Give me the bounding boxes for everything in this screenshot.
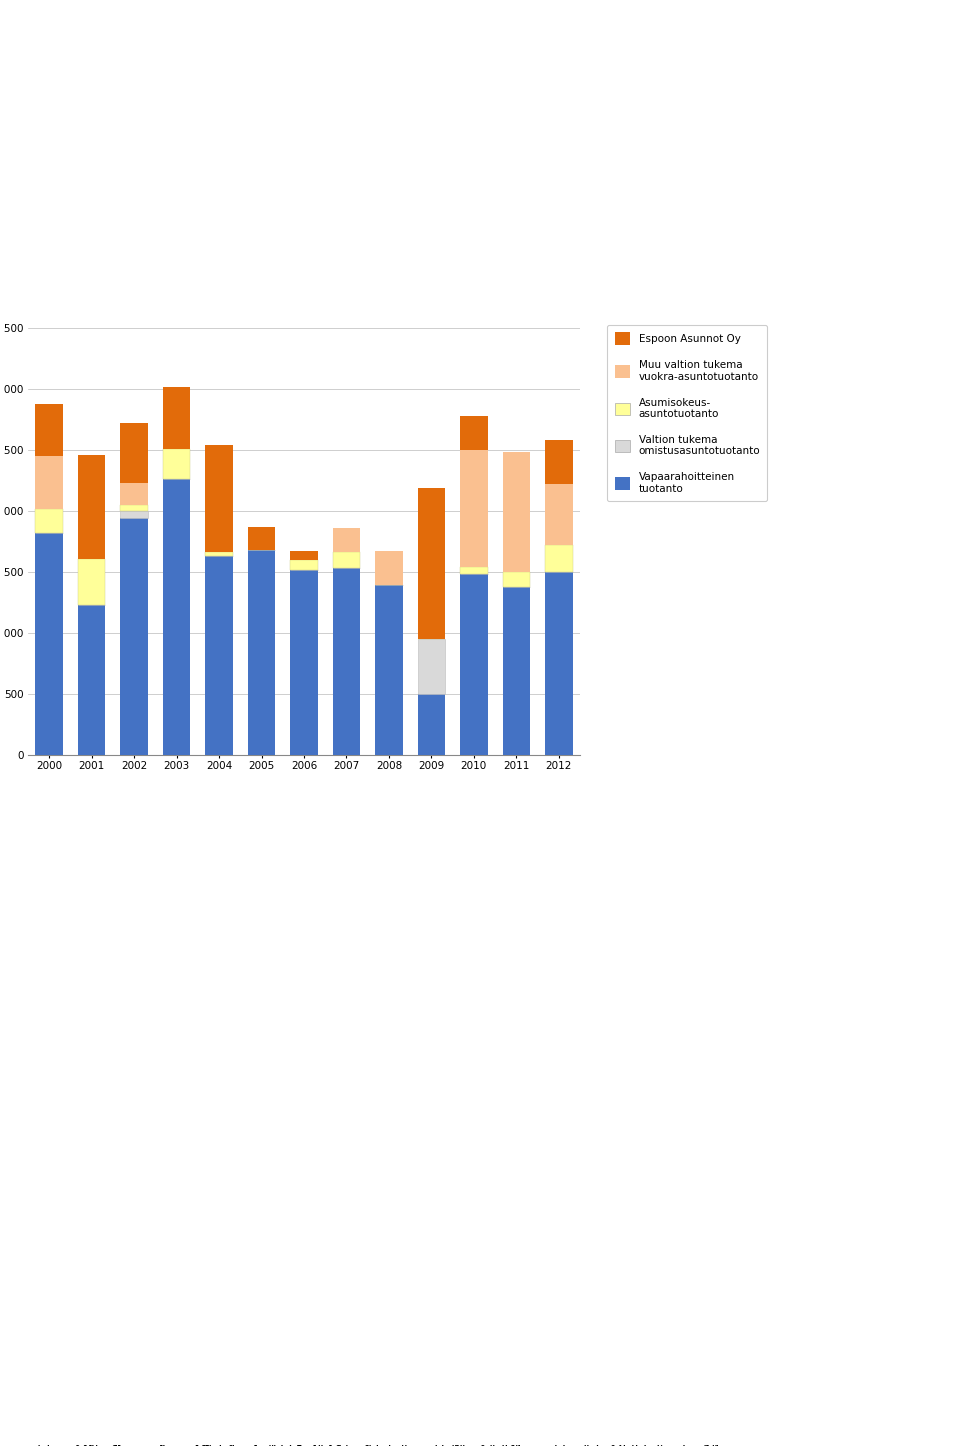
Bar bbox=[163, 448, 190, 479]
Bar bbox=[418, 639, 445, 694]
Bar bbox=[78, 604, 106, 755]
Bar bbox=[290, 570, 318, 755]
Bar bbox=[163, 479, 190, 755]
Bar bbox=[502, 453, 530, 573]
Bar bbox=[78, 558, 106, 604]
Bar bbox=[418, 487, 445, 639]
Bar bbox=[545, 545, 572, 573]
Bar bbox=[78, 455, 106, 558]
Bar bbox=[205, 557, 233, 755]
Bar bbox=[120, 518, 148, 755]
Bar bbox=[333, 528, 360, 552]
Bar bbox=[248, 526, 276, 549]
Bar bbox=[375, 551, 403, 586]
Bar bbox=[545, 573, 572, 755]
Bar bbox=[248, 549, 276, 755]
Bar bbox=[545, 440, 572, 484]
Bar bbox=[36, 455, 63, 509]
Bar bbox=[333, 552, 360, 568]
Bar bbox=[36, 509, 63, 534]
Bar bbox=[502, 587, 530, 755]
Bar bbox=[120, 424, 148, 483]
Bar bbox=[36, 534, 63, 755]
Legend: Espoon Asunnot Oy, Muu valtion tukema
vuokra-asuntotuotanto, Asumisokeus-
asunto: Espoon Asunnot Oy, Muu valtion tukema vu… bbox=[608, 325, 767, 500]
Bar bbox=[290, 551, 318, 560]
Bar bbox=[163, 386, 190, 448]
Bar bbox=[120, 505, 148, 510]
Bar bbox=[502, 573, 530, 587]
Bar bbox=[205, 445, 233, 552]
Bar bbox=[36, 403, 63, 455]
Bar bbox=[205, 552, 233, 557]
Bar bbox=[460, 450, 488, 567]
Bar bbox=[460, 416, 488, 450]
Bar bbox=[333, 568, 360, 755]
Bar bbox=[120, 510, 148, 518]
Bar bbox=[460, 567, 488, 574]
Bar bbox=[290, 560, 318, 570]
Bar bbox=[418, 694, 445, 755]
Bar bbox=[375, 586, 403, 755]
Bar bbox=[460, 574, 488, 755]
Bar bbox=[545, 484, 572, 545]
Bar bbox=[120, 483, 148, 505]
